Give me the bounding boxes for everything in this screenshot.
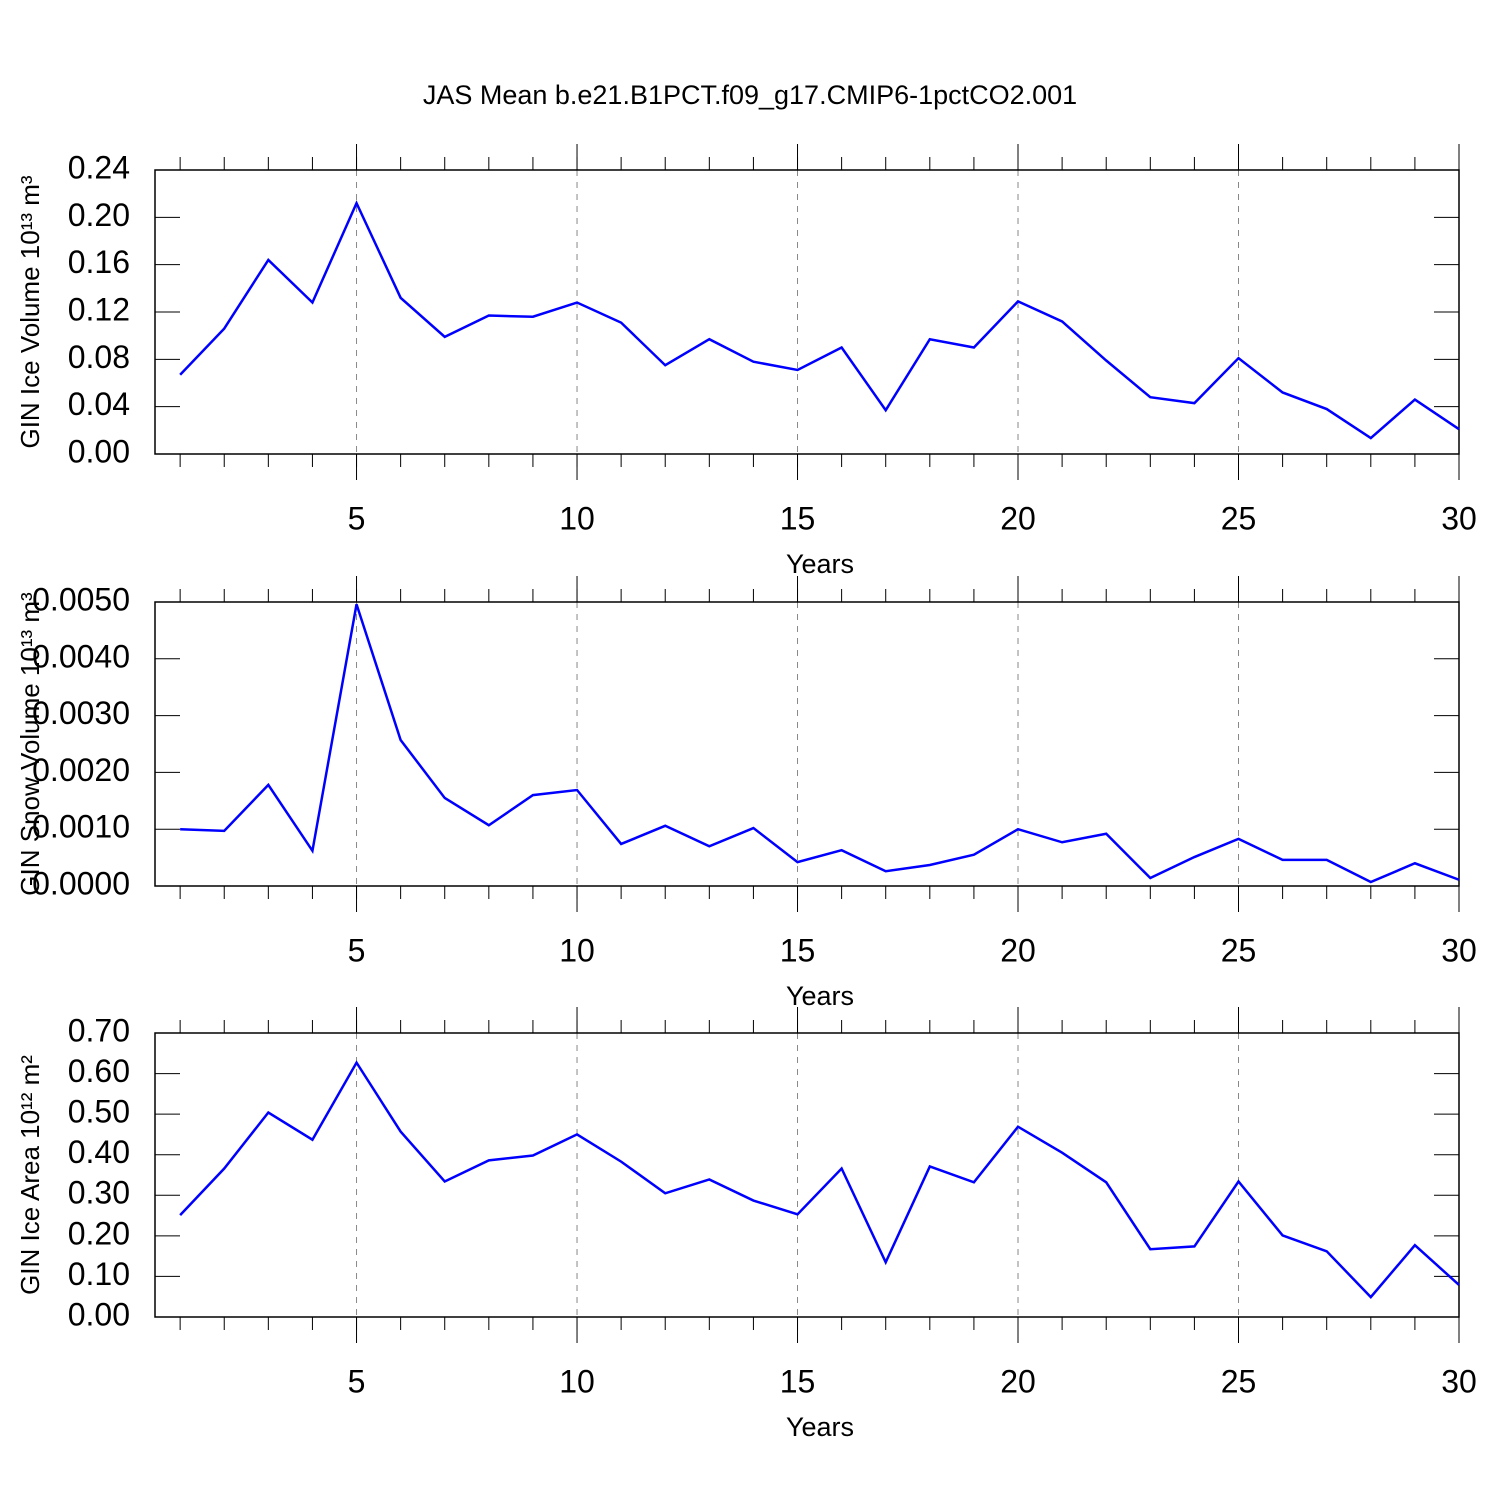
x-tick-label: 5 [348,500,366,536]
x-tick-label: 10 [559,932,595,968]
x-axis-label: Years [786,981,854,1011]
y-tick-label: 0.0000 [32,865,130,901]
y-tick-label: 0.0030 [32,695,130,731]
y-tick-label: 0.50 [68,1094,130,1130]
y-tick-label: 0.16 [68,244,130,280]
y-tick-label: 0.40 [68,1134,130,1170]
plot-frame [154,169,1460,455]
y-tick-label: 0.20 [68,197,130,233]
y-tick-label: 0.24 [68,149,130,185]
y-tick-label: 0.00 [68,433,130,469]
y-tick-label: 0.30 [68,1175,130,1211]
plot-frame [154,1032,1460,1318]
y-tick-label: 0.0020 [32,752,130,788]
data-line [179,200,1460,440]
y-tick-label: 0.00 [68,1296,130,1332]
x-tick-label: 30 [1441,500,1477,536]
y-axis-label: GIN Snow Volume 10¹³ m³ [15,592,45,896]
x-tick-label: 5 [348,932,366,968]
x-tick-label: 30 [1441,932,1477,968]
data-line [180,603,1460,884]
y-axis-label: GIN Ice Area 10¹² m² [15,1055,45,1295]
y-axis-label: GIN Ice Volume 10¹³ m³ [15,175,45,448]
y-tick-label: 0.20 [68,1215,130,1251]
y-tick-label: 0.0040 [32,638,130,674]
y-tick-label: 0.04 [68,386,130,422]
x-tick-label: 25 [1221,932,1257,968]
plot-frame [154,601,1460,887]
x-tick-label: 5 [348,1363,366,1399]
x-tick-label: 20 [1000,1363,1036,1399]
y-tick-label: 0.0050 [32,581,130,617]
x-tick-label: 10 [559,1363,595,1399]
chart-title: JAS Mean b.e21.B1PCT.f09_g17.CMIP6-1pctC… [423,80,1077,110]
x-tick-label: 30 [1441,1363,1477,1399]
y-tick-label: 0.0010 [32,809,130,845]
x-tick-label: 25 [1221,500,1257,536]
data-line [179,1060,1460,1299]
x-tick-label: 25 [1221,1363,1257,1399]
y-tick-label: 0.60 [68,1053,130,1089]
y-tick-label: 0.12 [68,291,130,327]
x-axis-label: Years [786,549,854,579]
x-tick-label: 15 [780,500,816,536]
x-tick-label: 10 [559,500,595,536]
x-tick-label: 15 [780,932,816,968]
x-tick-label: 20 [1000,500,1036,536]
y-tick-label: 0.10 [68,1256,130,1292]
y-tick-label: 0.08 [68,339,130,375]
x-tick-label: 20 [1000,932,1036,968]
y-tick-label: 0.70 [68,1012,130,1048]
x-tick-label: 15 [780,1363,816,1399]
x-axis-label: Years [786,1412,854,1442]
